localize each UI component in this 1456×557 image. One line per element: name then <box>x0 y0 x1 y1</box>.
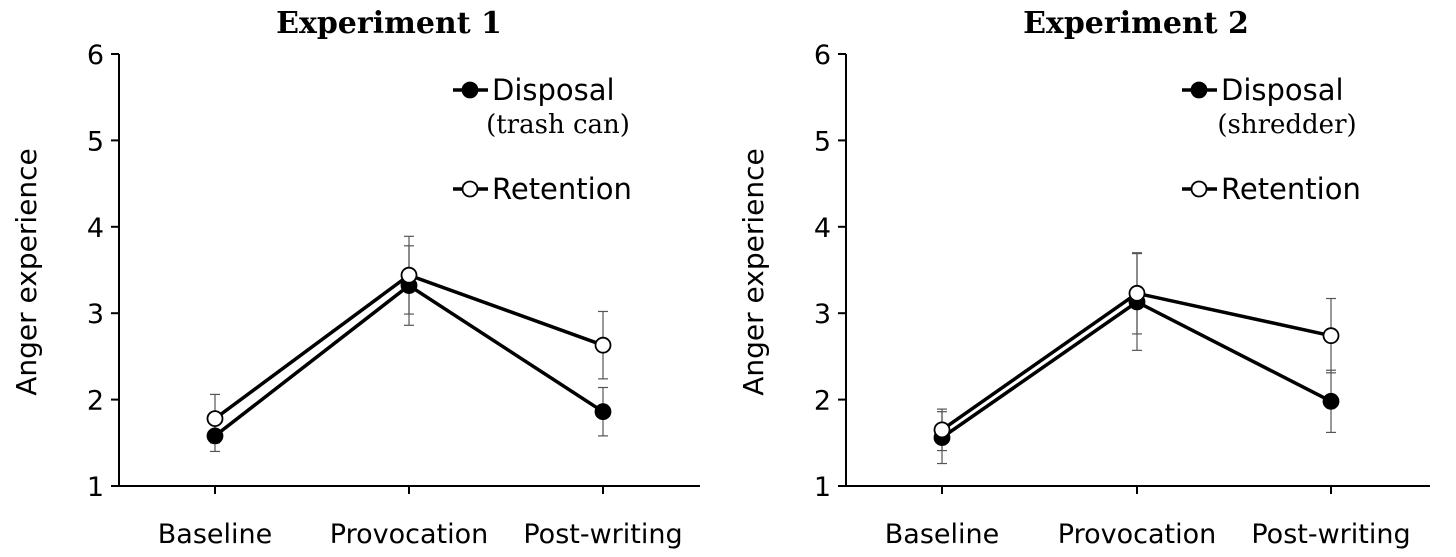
legend-sublabel: (shredder) <box>1217 110 1356 140</box>
chart-panel-1: Experiment 1 1 2 3 4 5 6 Anger experience Baseli… <box>10 6 700 550</box>
data-point <box>1322 327 1340 345</box>
x-tick-label: Post-writing <box>1251 519 1410 550</box>
data-point <box>1128 284 1146 302</box>
x-tick-label: Post-writing <box>523 519 682 550</box>
data-point <box>933 421 951 439</box>
y-tick-label: 4 <box>87 213 104 244</box>
y-tick-label: 6 <box>87 40 104 71</box>
y-tick-label: 2 <box>814 386 831 417</box>
legend-label: Disposal <box>492 73 615 107</box>
y-axis-label: Anger experience <box>737 148 770 396</box>
markers-retention <box>933 284 1340 439</box>
y-tick-label: 3 <box>87 299 104 330</box>
legend-label: Disposal <box>1221 73 1344 107</box>
chart-title: Experiment 2 <box>1023 6 1249 41</box>
series-retention <box>937 252 1336 452</box>
y-axis-label: Anger experience <box>10 148 43 396</box>
y-tick-label: 5 <box>87 126 104 157</box>
x-tick-label: Provocation <box>1058 519 1216 550</box>
data-point <box>594 336 612 354</box>
legend-marker <box>1190 180 1208 198</box>
legend-marker <box>461 180 479 198</box>
y-tick-label: 2 <box>87 386 104 417</box>
chart-title: Experiment 1 <box>276 6 502 41</box>
legend-sublabel: (trash can) <box>486 110 630 140</box>
data-point <box>206 410 224 428</box>
data-point <box>1322 392 1340 410</box>
legend-marker <box>461 81 479 99</box>
y-tick-label: 1 <box>814 472 831 503</box>
markers-retention <box>206 266 612 428</box>
chart-panel-2: Experiment 2 1 2 3 4 5 6 Anger experience Baseli… <box>737 6 1430 550</box>
y-tick-label: 1 <box>87 472 104 503</box>
legend: Disposal(shredder) Retention <box>1182 73 1361 206</box>
data-point <box>206 427 224 445</box>
x-tick-label: Baseline <box>885 519 999 550</box>
data-point <box>594 403 612 421</box>
x-tick-label: Provocation <box>330 519 488 550</box>
y-tick-label: 5 <box>814 126 831 157</box>
y-tick-label: 4 <box>814 213 831 244</box>
legend: Disposal(trash can) Retention <box>453 73 632 206</box>
y-tick-label: 6 <box>814 40 831 71</box>
legend-label: Retention <box>1221 172 1361 206</box>
legend-marker <box>1190 81 1208 99</box>
data-point <box>400 266 418 284</box>
y-tick-label: 3 <box>814 299 831 330</box>
legend-label: Retention <box>492 172 632 206</box>
x-tick-label: Baseline <box>158 519 272 550</box>
